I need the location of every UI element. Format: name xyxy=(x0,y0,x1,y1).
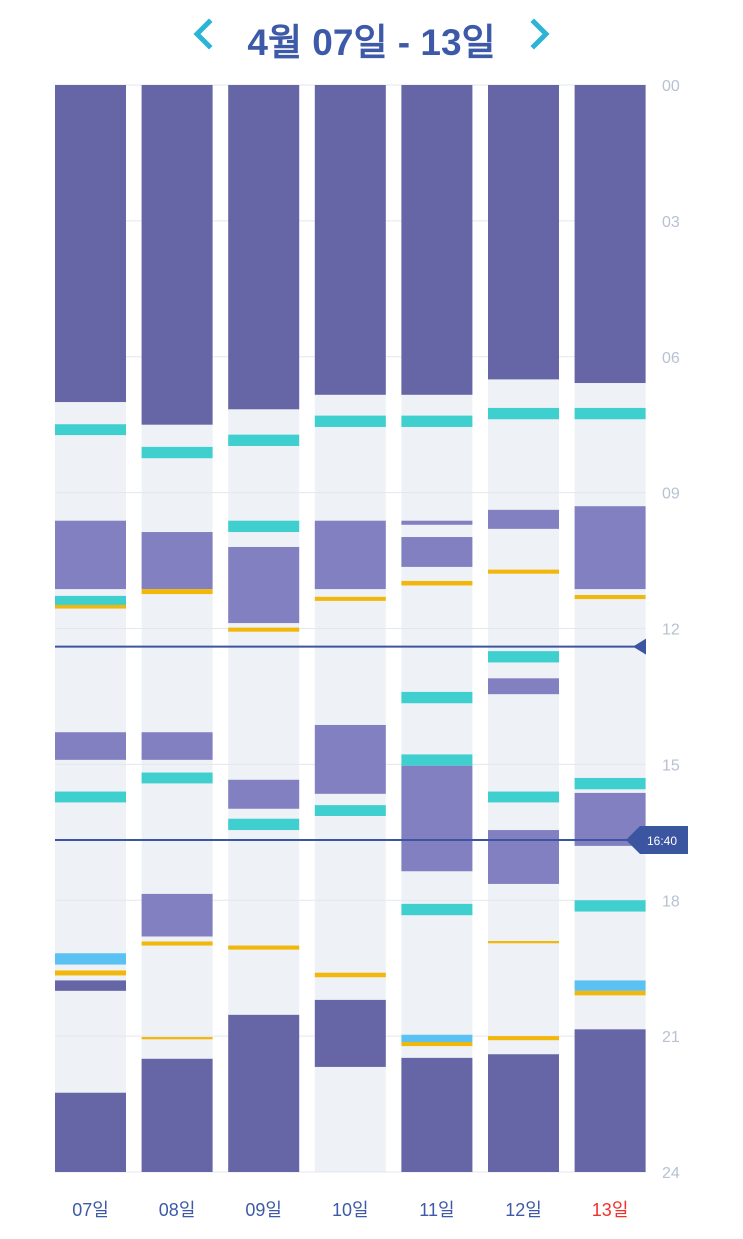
x-tick-label[interactable]: 09일 xyxy=(245,1200,282,1220)
x-tick-label[interactable]: 12일 xyxy=(505,1200,542,1220)
segment-yellow[interactable] xyxy=(141,589,213,595)
segment-yellow[interactable] xyxy=(488,1036,559,1041)
segment-deep[interactable] xyxy=(574,1029,646,1172)
segment-light[interactable] xyxy=(401,765,473,872)
segment-yellow[interactable] xyxy=(228,945,300,950)
segment-light[interactable] xyxy=(574,506,646,590)
segment-light[interactable] xyxy=(228,546,300,624)
segment-teal[interactable] xyxy=(488,407,559,420)
segment-teal[interactable] xyxy=(55,791,126,803)
segment-teal[interactable] xyxy=(574,900,646,912)
segment-light[interactable] xyxy=(488,509,559,529)
segment-light[interactable] xyxy=(55,732,126,760)
y-tick-label: 15 xyxy=(662,757,680,774)
segment-teal[interactable] xyxy=(401,754,473,766)
segment-teal[interactable] xyxy=(228,434,300,446)
segment-deep[interactable] xyxy=(488,85,559,380)
segment-teal[interactable] xyxy=(574,777,646,790)
segment-light[interactable] xyxy=(141,732,213,760)
segment-teal[interactable] xyxy=(488,791,559,803)
segment-teal[interactable] xyxy=(401,415,473,427)
segment-light[interactable] xyxy=(228,779,300,809)
segment-deep[interactable] xyxy=(314,999,386,1067)
y-tick-label: 06 xyxy=(662,350,680,367)
segment-light[interactable] xyxy=(314,520,386,590)
next-week-button[interactable] xyxy=(520,14,560,54)
segment-deep[interactable] xyxy=(401,85,473,395)
y-tick-label: 18 xyxy=(662,893,680,910)
week-title: 4월 07일 - 13일 xyxy=(247,22,496,63)
segment-teal[interactable] xyxy=(55,595,126,605)
segment-yellow[interactable] xyxy=(574,990,646,996)
chevron-left-icon xyxy=(193,18,213,50)
segment-light[interactable] xyxy=(141,532,213,590)
segment-light[interactable] xyxy=(141,893,213,937)
segment-yellow[interactable] xyxy=(574,594,646,600)
segment-teal[interactable] xyxy=(228,520,300,533)
current-time-label: 16:40 xyxy=(647,834,677,848)
segment-teal[interactable] xyxy=(401,903,473,916)
segment-teal[interactable] xyxy=(314,415,386,427)
x-tick-label[interactable]: 08일 xyxy=(159,1200,196,1220)
reference-marker-icon[interactable] xyxy=(633,638,646,655)
segment-teal[interactable] xyxy=(141,446,213,459)
segment-yellow[interactable] xyxy=(141,1037,213,1040)
segment-light[interactable] xyxy=(55,520,126,590)
segment-deep[interactable] xyxy=(228,85,300,410)
segment-teal[interactable] xyxy=(141,772,213,784)
segment-deep[interactable] xyxy=(228,1014,300,1172)
segment-deep[interactable] xyxy=(141,85,213,425)
segment-light[interactable] xyxy=(401,520,473,525)
segment-light[interactable] xyxy=(488,830,559,884)
segment-teal[interactable] xyxy=(55,424,126,436)
segment-deep[interactable] xyxy=(574,85,646,384)
current-time-marker xyxy=(626,826,688,855)
segment-deep[interactable] xyxy=(55,1092,126,1172)
segment-teal[interactable] xyxy=(488,651,559,663)
segment-light[interactable] xyxy=(314,724,386,794)
segment-teal[interactable] xyxy=(401,691,473,704)
y-tick-label: 24 xyxy=(662,1165,680,1182)
segment-yellow[interactable] xyxy=(314,972,386,978)
prev-week-button[interactable] xyxy=(183,14,223,54)
segment-deep[interactable] xyxy=(401,1057,473,1172)
segment-yellow[interactable] xyxy=(141,941,213,946)
segment-blue[interactable] xyxy=(401,1034,473,1043)
segment-teal[interactable] xyxy=(228,818,300,831)
segment-yellow[interactable] xyxy=(55,604,126,609)
segment-deep[interactable] xyxy=(488,1054,559,1172)
x-tick-label[interactable]: 13일 xyxy=(592,1200,629,1220)
x-tick-label[interactable]: 11일 xyxy=(419,1200,454,1220)
segment-blue[interactable] xyxy=(55,953,126,965)
segment-light[interactable] xyxy=(488,678,559,695)
segment-yellow[interactable] xyxy=(488,941,559,944)
segment-teal[interactable] xyxy=(574,407,646,420)
segment-light[interactable] xyxy=(401,537,473,567)
segment-yellow[interactable] xyxy=(401,580,473,586)
segment-deep[interactable] xyxy=(314,85,386,395)
x-tick-label[interactable]: 07일 xyxy=(72,1200,109,1220)
segment-deep[interactable] xyxy=(141,1058,213,1172)
segment-teal[interactable] xyxy=(314,805,386,817)
chevron-right-icon xyxy=(530,18,550,50)
segment-yellow[interactable] xyxy=(314,596,386,601)
segment-yellow[interactable] xyxy=(401,1042,473,1047)
segment-yellow[interactable] xyxy=(488,569,559,574)
segment-deep[interactable] xyxy=(55,980,126,991)
segment-blue[interactable] xyxy=(574,980,646,991)
y-tick-label: 21 xyxy=(662,1029,680,1046)
segment-yellow[interactable] xyxy=(55,970,126,976)
header: 4월 07일 - 13일 xyxy=(0,0,743,72)
segment-deep[interactable] xyxy=(55,85,126,403)
segment-yellow[interactable] xyxy=(228,627,300,632)
y-tick-label: 00 xyxy=(662,78,680,95)
y-tick-label: 09 xyxy=(662,486,680,503)
y-tick-label: 03 xyxy=(662,214,680,231)
x-tick-label[interactable]: 10일 xyxy=(332,1200,369,1220)
y-tick-label: 12 xyxy=(662,622,680,639)
